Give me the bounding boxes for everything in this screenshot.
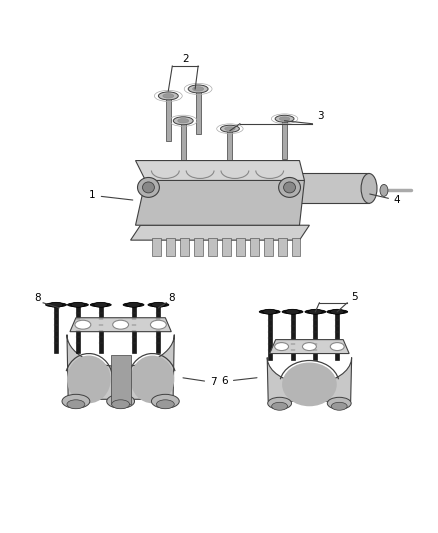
Polygon shape: [131, 225, 309, 240]
Ellipse shape: [220, 125, 240, 132]
Ellipse shape: [163, 94, 174, 98]
Polygon shape: [135, 181, 304, 225]
Ellipse shape: [193, 87, 204, 91]
Bar: [156, 305, 160, 352]
Bar: [250, 238, 259, 256]
Bar: [196, 89, 201, 134]
Bar: [222, 238, 231, 256]
Bar: [290, 312, 294, 360]
Ellipse shape: [90, 303, 111, 307]
Bar: [236, 238, 245, 256]
Text: 3: 3: [318, 111, 324, 121]
Ellipse shape: [282, 310, 303, 314]
Bar: [99, 305, 103, 352]
Bar: [314, 312, 318, 360]
Bar: [131, 305, 135, 352]
Bar: [194, 238, 203, 256]
Ellipse shape: [71, 302, 85, 308]
Bar: [335, 312, 339, 360]
Ellipse shape: [327, 397, 351, 409]
Ellipse shape: [303, 343, 316, 351]
Ellipse shape: [123, 303, 144, 307]
Bar: [227, 129, 233, 168]
Bar: [264, 238, 273, 256]
Ellipse shape: [67, 303, 88, 307]
Ellipse shape: [46, 303, 67, 307]
Ellipse shape: [112, 400, 130, 409]
Bar: [268, 312, 272, 360]
Polygon shape: [300, 173, 369, 203]
Ellipse shape: [142, 182, 155, 193]
Polygon shape: [267, 358, 352, 401]
Bar: [152, 238, 161, 256]
Bar: [282, 119, 287, 158]
Text: 5: 5: [351, 292, 358, 302]
Ellipse shape: [67, 400, 85, 409]
Ellipse shape: [178, 118, 189, 123]
Ellipse shape: [259, 310, 280, 314]
Text: 2: 2: [182, 54, 188, 64]
Ellipse shape: [150, 320, 166, 329]
Polygon shape: [135, 160, 304, 181]
Ellipse shape: [327, 310, 348, 314]
Polygon shape: [70, 318, 171, 332]
Ellipse shape: [131, 356, 174, 403]
Text: 8: 8: [168, 293, 175, 303]
Ellipse shape: [156, 400, 174, 409]
Ellipse shape: [279, 117, 290, 120]
Polygon shape: [270, 340, 349, 353]
Ellipse shape: [75, 320, 91, 329]
Ellipse shape: [268, 397, 292, 409]
Ellipse shape: [275, 115, 294, 122]
Bar: [166, 238, 175, 256]
Bar: [181, 121, 186, 166]
Ellipse shape: [330, 343, 344, 351]
Bar: [180, 238, 189, 256]
Ellipse shape: [330, 309, 344, 314]
Ellipse shape: [107, 394, 134, 408]
Ellipse shape: [152, 302, 165, 308]
Ellipse shape: [173, 117, 193, 125]
Polygon shape: [67, 335, 174, 399]
Ellipse shape: [225, 127, 235, 131]
Text: 6: 6: [221, 376, 257, 386]
Ellipse shape: [286, 309, 300, 314]
Bar: [76, 305, 80, 352]
Ellipse shape: [275, 343, 289, 351]
Ellipse shape: [305, 310, 326, 314]
Ellipse shape: [308, 309, 322, 314]
Ellipse shape: [188, 85, 208, 93]
Ellipse shape: [380, 184, 388, 196]
Bar: [166, 96, 171, 141]
Ellipse shape: [361, 173, 377, 203]
Ellipse shape: [127, 302, 141, 308]
Text: 8: 8: [35, 293, 41, 303]
Ellipse shape: [148, 303, 169, 307]
Ellipse shape: [331, 402, 347, 410]
Ellipse shape: [67, 356, 111, 403]
Ellipse shape: [138, 177, 159, 197]
Ellipse shape: [152, 394, 179, 408]
Ellipse shape: [49, 302, 63, 308]
Ellipse shape: [113, 320, 129, 329]
Ellipse shape: [283, 182, 296, 193]
Bar: [54, 305, 58, 352]
Bar: [111, 354, 131, 404]
Ellipse shape: [279, 177, 300, 197]
Bar: [208, 238, 217, 256]
Text: 4: 4: [370, 194, 400, 205]
Ellipse shape: [272, 402, 288, 410]
Bar: [292, 238, 300, 256]
Ellipse shape: [159, 92, 178, 100]
Ellipse shape: [62, 394, 90, 408]
Text: 1: 1: [89, 190, 133, 200]
Bar: [278, 238, 286, 256]
Text: 7: 7: [183, 377, 217, 387]
Ellipse shape: [282, 362, 337, 406]
Ellipse shape: [263, 309, 277, 314]
Ellipse shape: [94, 302, 108, 308]
